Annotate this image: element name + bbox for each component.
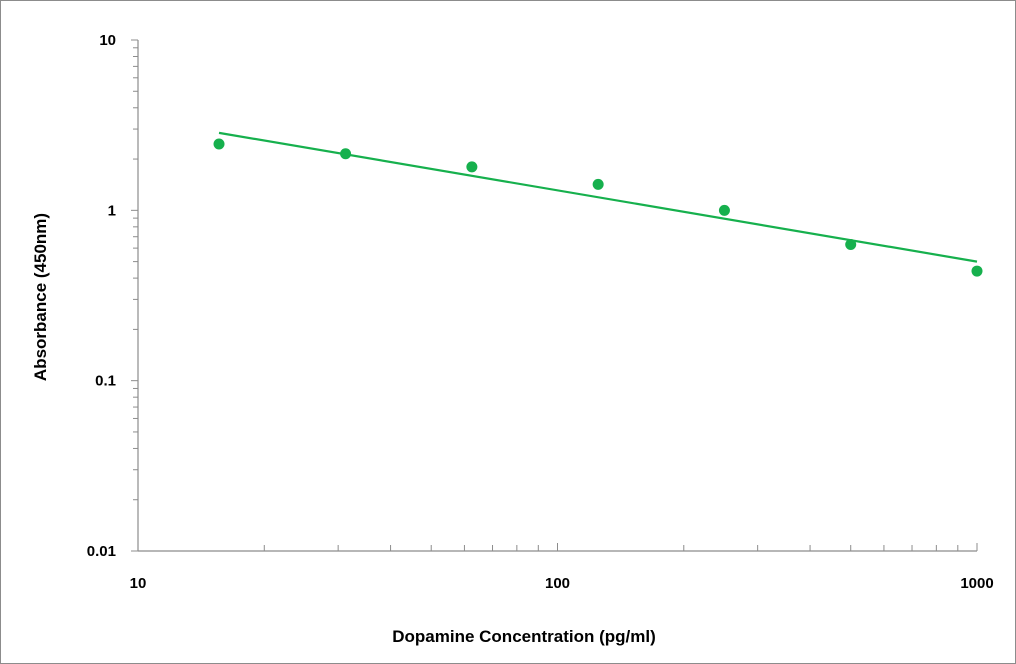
data-point	[466, 161, 478, 173]
y-tick-label: 10	[99, 32, 116, 49]
x-axis-title: Dopamine Concentration (pg/ml)	[392, 627, 656, 646]
data-point	[213, 138, 225, 150]
trendline-group	[218, 131, 978, 263]
tick-labels: 0.01 0.1 1 10 10 100 1000	[87, 32, 994, 592]
data-point	[718, 204, 730, 216]
axes	[131, 39, 978, 552]
y-tick-label: 1	[108, 202, 116, 219]
x-tick-label: 100	[545, 575, 570, 592]
y-axis-title: Absorbance (450nm)	[31, 213, 50, 381]
data-point	[592, 178, 604, 190]
y-tick-label: 0.1	[95, 373, 116, 390]
x-tick-label: 1000	[960, 575, 993, 592]
data-point	[845, 239, 857, 251]
data-point	[971, 265, 983, 277]
y-tick-label: 0.01	[87, 543, 116, 560]
trendline	[218, 131, 978, 263]
data-point	[340, 148, 352, 160]
data-points	[213, 138, 983, 277]
x-tick-label: 10	[130, 575, 147, 592]
